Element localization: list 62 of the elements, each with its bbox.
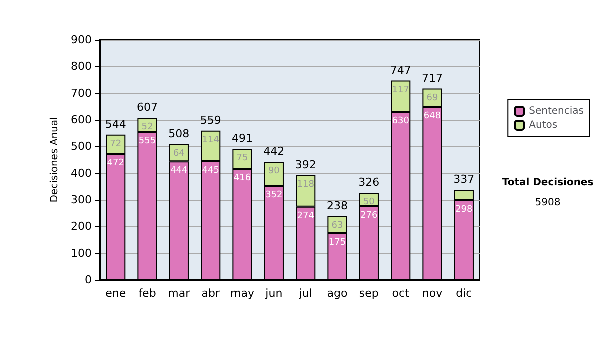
x-tick-label: jul [298,287,312,300]
data-label: 444 [170,166,188,176]
y-tick-label: 300 [71,194,92,206]
data-label: 117 [392,85,410,96]
y-tick-label: 400 [71,166,92,180]
total-label: 747 [390,64,412,77]
y-tick-label: 500 [71,140,92,154]
x-tick-label: dic [456,287,472,300]
data-label: 64 [173,149,186,160]
x-tick-label: oct [392,287,410,300]
data-label: 648 [424,112,442,122]
total-label: 238 [327,200,348,213]
y-tick-label: 800 [71,60,92,74]
data-label: 69 [426,93,438,104]
data-label: 75 [236,154,248,164]
x-tick-label: sep [359,287,379,300]
y-tick-label: 600 [71,114,92,126]
data-label: 52 [142,122,154,133]
x-tick-label: nov [422,287,444,300]
data-label: 118 [297,180,315,190]
total-label: 392 [295,158,316,172]
data-label: 90 [268,166,280,177]
legend-label: Autos [529,120,558,131]
legend-label: Sentencias [529,106,584,117]
total-label: 326 [358,176,380,190]
total-label: 544 [105,118,126,131]
total-label: 442 [264,145,285,158]
x-tick-label: jun [264,287,283,300]
total-label: 491 [232,132,253,146]
data-label: 274 [297,211,315,222]
x-tick-label: feb [138,287,156,300]
data-label: 445 [202,166,220,176]
y-tick-label: 900 [71,34,92,46]
data-label: 114 [202,135,220,146]
x-tick-label: abr [202,287,220,300]
data-label: 472 [107,158,124,169]
total-label: 717 [422,72,443,85]
data-label: 63 [332,221,344,232]
total-label: 559 [200,114,222,127]
total-label: 607 [137,101,158,114]
total-label: 508 [168,128,190,141]
data-label: 298 [456,205,474,216]
data-label: 555 [138,136,156,146]
data-label: 72 [110,139,122,150]
y-tick-label: 700 [71,86,92,100]
text: 5908 [535,198,561,208]
data-label: 175 [328,238,346,248]
data-label: 276 [360,210,378,221]
data-label: 50 [363,198,376,208]
y-tick-label: 100 [71,246,92,260]
data-label: 352 [266,190,283,201]
total-label: 337 [454,173,475,186]
y-tick-label: 200 [71,220,92,234]
text: Total Decisiones [502,178,594,188]
y-axis-title: Decisiones Anual [50,117,61,203]
x-tick-label: mar [168,287,191,300]
data-label: 630 [392,116,410,126]
x-tick-label: ago [327,287,348,300]
x-tick-label: ene [106,287,126,300]
x-tick-label: may [230,287,255,300]
data-label: 416 [234,174,252,184]
y-tick-label: 0 [85,274,92,286]
